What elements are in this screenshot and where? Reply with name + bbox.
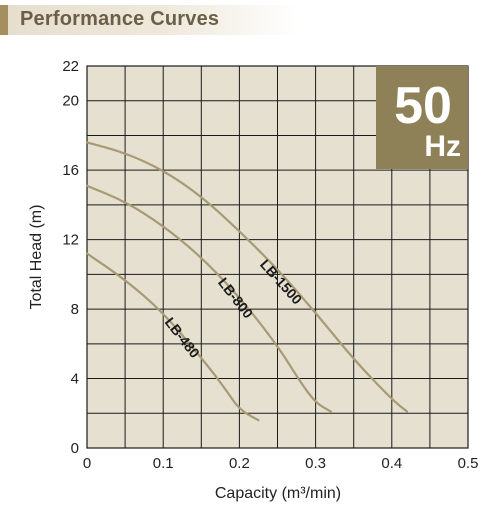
y-tick-label: 4 xyxy=(71,371,79,388)
frequency-unit: Hz xyxy=(424,130,461,163)
frequency-badge xyxy=(376,66,468,169)
header-accent xyxy=(0,5,8,35)
y-tick-label: 12 xyxy=(62,232,79,249)
x-axis-label: Capacity (m³/min) xyxy=(215,485,341,502)
y-axis-label: Total Head (m) xyxy=(28,205,45,310)
y-tick-label: 0 xyxy=(71,440,79,457)
y-tick-label: 22 xyxy=(62,58,79,75)
y-tick-label: 8 xyxy=(71,301,79,318)
x-tick-label: 0.1 xyxy=(153,455,174,472)
x-tick-label: 0.2 xyxy=(229,455,250,472)
y-tick-label: 20 xyxy=(62,93,79,110)
frequency-value: 50 xyxy=(394,77,452,135)
x-tick-label: 0 xyxy=(83,455,91,472)
page-title: Performance Curves xyxy=(20,8,220,30)
series-line-lb-480 xyxy=(85,252,260,422)
series-line-lb-1500 xyxy=(85,141,409,413)
x-tick-label: 0.5 xyxy=(458,455,479,472)
x-tick-label: 0.4 xyxy=(381,455,402,472)
plot-border xyxy=(86,65,469,449)
x-tick-label: 0.3 xyxy=(305,455,326,472)
y-tick-label: 16 xyxy=(62,162,79,179)
header-bar xyxy=(0,5,300,35)
series-line-lb-800 xyxy=(85,184,332,413)
